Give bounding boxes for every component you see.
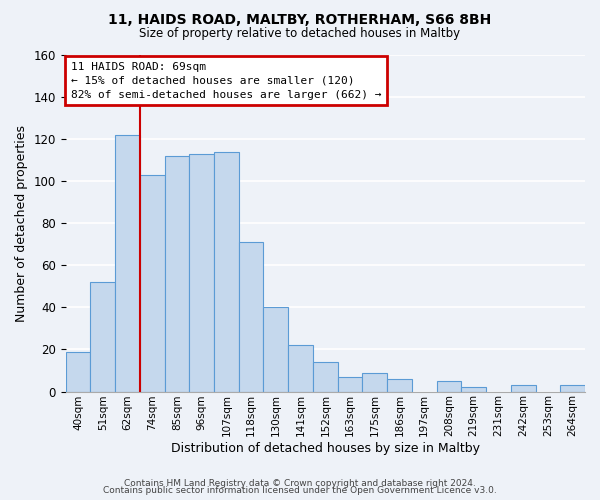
Bar bbox=[239, 242, 263, 392]
Bar bbox=[214, 152, 239, 392]
Bar bbox=[387, 379, 412, 392]
X-axis label: Distribution of detached houses by size in Maltby: Distribution of detached houses by size … bbox=[171, 442, 480, 455]
Text: 11, HAIDS ROAD, MALTBY, ROTHERHAM, S66 8BH: 11, HAIDS ROAD, MALTBY, ROTHERHAM, S66 8… bbox=[109, 12, 491, 26]
Bar bbox=[288, 346, 313, 392]
Y-axis label: Number of detached properties: Number of detached properties bbox=[15, 125, 28, 322]
Bar bbox=[115, 135, 140, 392]
Bar bbox=[560, 385, 585, 392]
Bar bbox=[190, 154, 214, 392]
Bar bbox=[164, 156, 190, 392]
Bar bbox=[263, 308, 288, 392]
Bar bbox=[437, 381, 461, 392]
Bar bbox=[338, 377, 362, 392]
Bar bbox=[461, 388, 486, 392]
Text: 11 HAIDS ROAD: 69sqm
← 15% of detached houses are smaller (120)
82% of semi-deta: 11 HAIDS ROAD: 69sqm ← 15% of detached h… bbox=[71, 62, 382, 100]
Bar bbox=[91, 282, 115, 392]
Bar bbox=[511, 385, 536, 392]
Text: Contains public sector information licensed under the Open Government Licence v3: Contains public sector information licen… bbox=[103, 486, 497, 495]
Text: Size of property relative to detached houses in Maltby: Size of property relative to detached ho… bbox=[139, 28, 461, 40]
Text: Contains HM Land Registry data © Crown copyright and database right 2024.: Contains HM Land Registry data © Crown c… bbox=[124, 478, 476, 488]
Bar bbox=[362, 372, 387, 392]
Bar bbox=[313, 362, 338, 392]
Bar bbox=[65, 352, 91, 392]
Bar bbox=[140, 175, 164, 392]
